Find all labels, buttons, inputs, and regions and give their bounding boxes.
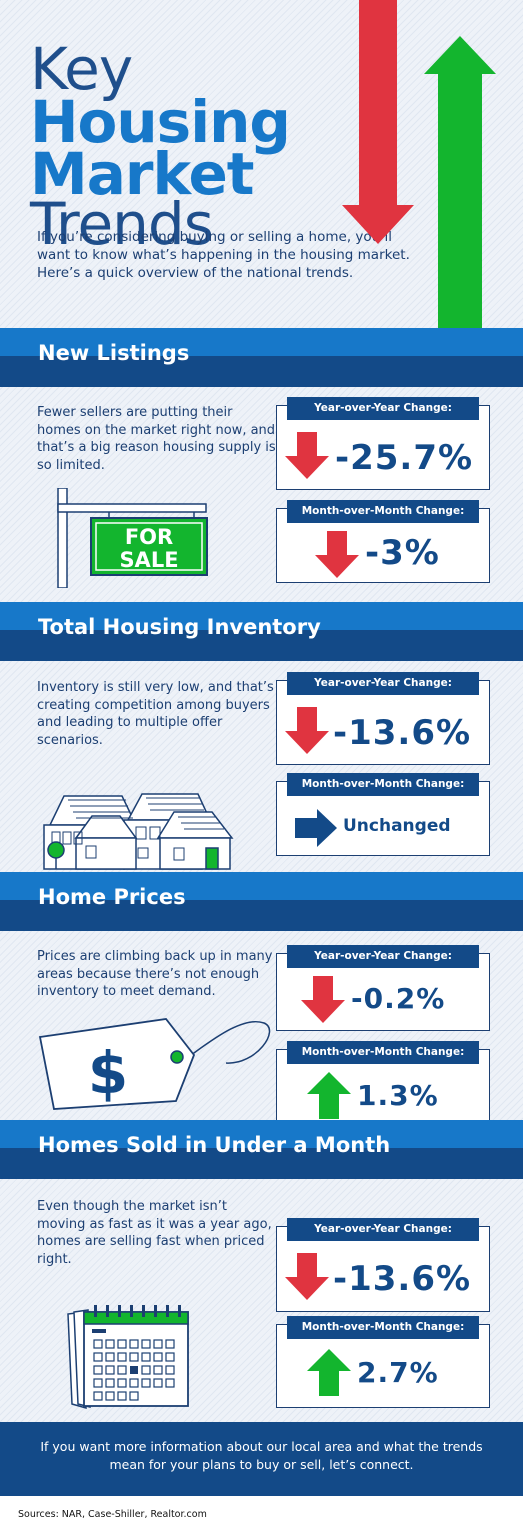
title-line-4: Trends <box>30 190 214 258</box>
yoy-box: Year-over-Year Change: -25.7% <box>276 397 490 490</box>
big-down-arrow-icon <box>342 0 414 244</box>
mom-box: Month-over-Month Change: Unchanged <box>276 773 490 856</box>
mom-label: Month-over-Month Change: <box>287 500 479 523</box>
title-line-2: Housing <box>30 88 291 156</box>
up-arrow-icon <box>307 1349 351 1396</box>
yoy-label: Year-over-Year Change: <box>287 1218 479 1241</box>
mom-label: Month-over-Month Change: <box>287 773 479 796</box>
yoy-label: Year-over-Year Change: <box>287 397 479 420</box>
yoy-value: -13.6% <box>333 1259 472 1299</box>
section-description: Prices are climbing back up in many area… <box>37 949 273 999</box>
yoy-label: Year-over-Year Change: <box>287 672 479 695</box>
mom-value: Unchanged <box>343 816 451 836</box>
yoy-box: Year-over-Year Change: -13.6% <box>276 672 490 765</box>
section-description: Even though the market isn’t moving as f… <box>37 1199 272 1267</box>
section-banner-new-listings: New Listings <box>0 328 523 387</box>
yoy-label: Year-over-Year Change: <box>287 945 479 968</box>
section-description: Fewer sellers are putting their homes on… <box>37 405 276 473</box>
section-title: Home Prices <box>38 885 186 909</box>
mom-label: Month-over-Month Change: <box>287 1316 479 1339</box>
section-banner-homes-sold: Homes Sold in Under a Month <box>0 1120 523 1179</box>
houses-icon <box>43 793 234 870</box>
up-arrow-icon <box>307 1072 351 1119</box>
section-description: Inventory is still very low, and that’s … <box>37 680 274 748</box>
sources-text: Sources: NAR, Case-Shiller, Realtor.com <box>18 1509 207 1520</box>
tag-symbol: $ <box>88 1039 128 1107</box>
sources-bar: Sources: NAR, Case-Shiller, Realtor.com <box>0 1496 523 1536</box>
price-tag-icon: $ <box>38 1018 271 1110</box>
section-title: New Listings <box>38 341 190 365</box>
title-line-1: Key <box>30 35 133 103</box>
yoy-value: -13.6% <box>333 713 472 753</box>
intro-text: If you’re considering buying or selling … <box>37 229 410 281</box>
down-arrow-icon <box>285 432 329 479</box>
yoy-value: -25.7% <box>335 438 474 478</box>
section-banner-total-housing-inventory: Total Housing Inventory <box>0 602 523 661</box>
footer-cta: If you want more information about our l… <box>0 1422 523 1496</box>
big-up-arrow-icon <box>424 36 496 328</box>
section-title: Total Housing Inventory <box>38 615 321 639</box>
mom-label: Month-over-Month Change: <box>287 1041 479 1064</box>
for-sale-sign-icon: FOR SALE <box>57 488 208 588</box>
calendar-icon <box>67 1305 189 1410</box>
section-title: Homes Sold in Under a Month <box>38 1133 391 1157</box>
sign-line-1: FOR <box>125 525 173 549</box>
mom-box: Month-over-Month Change: 1.3% <box>276 1041 490 1129</box>
sign-line-2: SALE <box>119 548 178 572</box>
yoy-box: Year-over-Year Change: -13.6% <box>276 1218 490 1312</box>
mom-value: 1.3% <box>357 1079 439 1112</box>
title-line-3: Market <box>30 140 255 208</box>
mom-box: Month-over-Month Change: -3% <box>276 500 490 583</box>
yoy-box: Year-over-Year Change: -0.2% <box>276 945 490 1031</box>
section-banner-home-prices: Home Prices <box>0 872 523 931</box>
down-arrow-icon <box>315 531 359 578</box>
right-arrow-icon <box>295 809 337 847</box>
footer-cta-text: If you want more information about our l… <box>40 1439 483 1472</box>
mom-value: -3% <box>365 533 440 573</box>
mom-value: 2.7% <box>357 1356 439 1389</box>
mom-box: Month-over-Month Change: 2.7% <box>276 1316 490 1408</box>
down-arrow-icon <box>285 707 329 754</box>
down-arrow-icon <box>285 1253 329 1300</box>
down-arrow-icon <box>301 976 345 1023</box>
yoy-value: -0.2% <box>351 982 446 1015</box>
